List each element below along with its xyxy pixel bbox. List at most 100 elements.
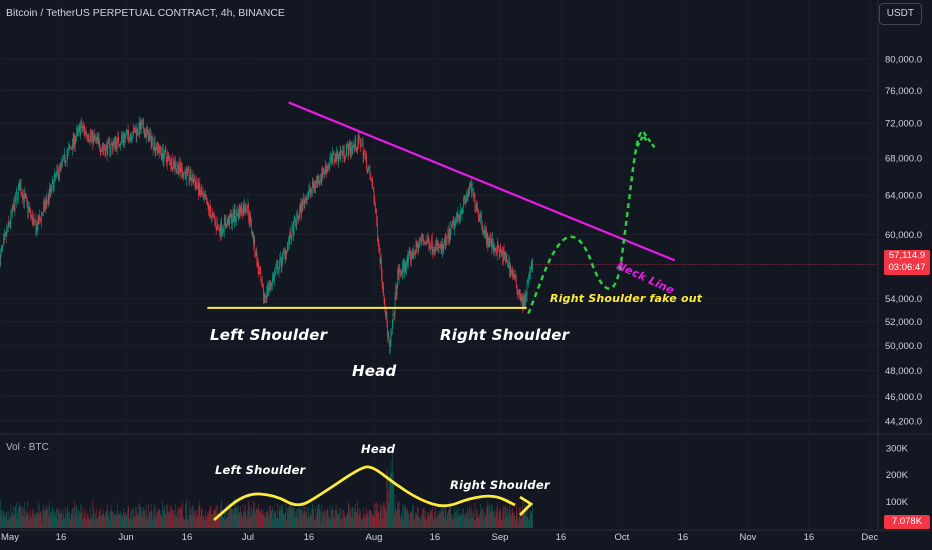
candle-body (518, 293, 519, 294)
volume-bar (515, 519, 516, 528)
candle-body (104, 149, 106, 156)
volume-bar (95, 508, 97, 528)
volume-bar (272, 518, 274, 528)
volume-bar (509, 502, 510, 528)
volume-bar (350, 508, 352, 528)
candle-body (440, 244, 441, 249)
volume-bar (423, 507, 424, 528)
volume-bar (36, 512, 37, 528)
currency-button[interactable]: USDT (878, 3, 922, 25)
candle-body (296, 213, 298, 227)
volume-bar (87, 514, 88, 528)
neckline (288, 101, 676, 262)
volume-bar (89, 506, 91, 528)
candle-body (32, 215, 33, 225)
volume-bar (9, 518, 11, 528)
vol-annotation-right-shoulder: Right Shoulder (450, 478, 550, 492)
candle-body (133, 127, 134, 136)
candle-body (236, 209, 237, 219)
volume-bar (37, 513, 38, 528)
time-axis[interactable]: May 16 Jun 16 Jul 16 Aug 16 Sep 16 Oct 16 Nov 16 Dec (1, 532, 879, 543)
candle-body (238, 209, 240, 218)
volume-bar (195, 518, 197, 528)
volume-bar (106, 510, 107, 528)
volume-bar (95, 512, 96, 528)
volume-bar (85, 510, 87, 528)
volume-bar (421, 513, 422, 528)
volume-bar (397, 500, 399, 528)
volume-bar (364, 515, 366, 528)
candle-body (449, 229, 451, 240)
candle-body (143, 123, 144, 132)
candle-body (6, 229, 8, 237)
volume-bar (33, 513, 35, 528)
volume-bar (49, 502, 50, 528)
candle-body (165, 151, 167, 158)
candle-body (224, 218, 225, 232)
volume-bar (480, 503, 481, 528)
volume-bar (294, 517, 296, 528)
volume-bar (62, 520, 63, 528)
candle-body (36, 226, 37, 236)
volume-bar (436, 519, 438, 528)
volume-bar (393, 470, 394, 528)
candle-body (306, 197, 308, 204)
candle-body (228, 217, 229, 223)
candle-body (245, 203, 246, 211)
candle-body (180, 167, 182, 172)
candle-body (52, 180, 54, 182)
candle-body (133, 127, 135, 130)
volume-bar (209, 506, 211, 528)
volume-bar (156, 513, 157, 528)
candle-body (121, 137, 122, 144)
candle-body (140, 122, 142, 129)
volume-bar (241, 515, 243, 528)
price-axis[interactable]: 80,000.076,000.072,000.068,000.064,000.0… (885, 54, 922, 427)
candle-body (485, 229, 487, 232)
volume-bar (190, 507, 192, 528)
candle-body (531, 263, 533, 271)
candle-body (55, 173, 56, 177)
candle-body (39, 216, 41, 219)
volume-bar (328, 516, 329, 528)
candle-body (413, 248, 414, 255)
volume-bar (331, 509, 332, 528)
volume-bar (455, 512, 456, 528)
candle-body (53, 180, 54, 191)
candle-body (348, 142, 350, 156)
volume-bar (404, 504, 405, 528)
volume-bar (279, 505, 281, 528)
candle-body (164, 149, 165, 157)
candle-body (59, 165, 60, 175)
volume-bar (177, 509, 178, 528)
volume-bar (233, 513, 235, 528)
candle-body (228, 217, 230, 226)
candle-body (71, 148, 73, 151)
volume-bar (295, 511, 296, 528)
volume-bar (198, 506, 199, 528)
candle-body (91, 131, 93, 136)
candle-body (169, 158, 171, 165)
candle-body (266, 287, 268, 299)
volume-bar (480, 512, 482, 528)
volume-bar (82, 519, 84, 528)
volume-bar (469, 505, 470, 528)
volume-bar (83, 513, 85, 528)
volume-bar (18, 508, 19, 528)
volume-bar (163, 509, 165, 528)
candle-body (24, 193, 25, 202)
volume-bar (203, 516, 205, 528)
candle-body (200, 190, 201, 195)
volume-bar (106, 503, 108, 528)
candle-body (504, 254, 506, 255)
volume-bar (72, 517, 74, 528)
candle-body (68, 148, 69, 151)
volume-bar (340, 508, 342, 528)
volume-bar (438, 511, 440, 528)
volume-bar (521, 514, 523, 528)
candle-body (497, 244, 499, 248)
candle-body (219, 228, 220, 232)
candle-body (381, 274, 383, 284)
volume-bar (329, 517, 330, 528)
